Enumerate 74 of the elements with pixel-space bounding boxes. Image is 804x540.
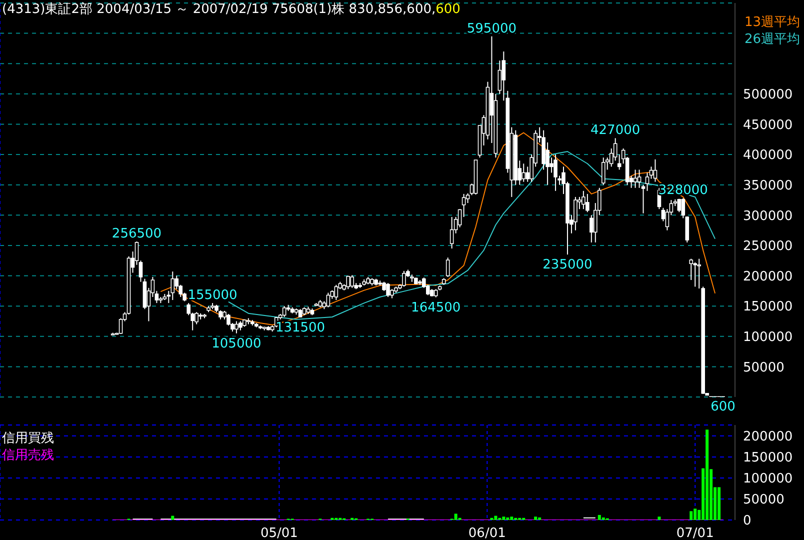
bar <box>538 517 542 520</box>
text: 信用買残 <box>2 430 54 447</box>
annotation: 427000 <box>590 123 640 138</box>
candlestick <box>586 193 590 213</box>
bar <box>690 511 693 520</box>
bar <box>494 516 498 520</box>
x-tick-label: 07/01 <box>676 526 714 540</box>
y-tick-label: 300000 <box>743 208 793 224</box>
bar <box>171 516 174 520</box>
bar <box>718 487 721 520</box>
y-tick-label: 200000 <box>743 269 793 284</box>
bar <box>506 517 510 520</box>
y-tick-label: 50000 <box>743 360 784 376</box>
y-tick-label: 100000 <box>743 330 793 345</box>
candlestick <box>450 216 454 249</box>
candlestick <box>234 320 238 334</box>
bar <box>658 516 661 520</box>
x-tick-label: 06/01 <box>468 526 506 540</box>
bar <box>454 514 458 520</box>
candlestick <box>617 154 622 170</box>
annotation: 256500 <box>112 226 162 242</box>
y-tick-label: 0 <box>743 514 752 529</box>
bar <box>534 516 538 520</box>
candlestick <box>522 163 526 182</box>
candlestick <box>462 193 466 218</box>
text: 26週平均 <box>744 31 800 48</box>
annotation: 105000 <box>212 336 262 352</box>
y-tick-label: 250000 <box>743 239 793 254</box>
candlestick <box>282 306 286 318</box>
candlestick <box>402 270 406 288</box>
y-tick-label: 150000 <box>743 300 793 315</box>
y-tick-label: 200000 <box>743 430 793 445</box>
candlestick <box>554 154 558 192</box>
candlestick <box>170 271 175 301</box>
annotation: 600 <box>710 400 736 415</box>
y-tick-label: 350000 <box>743 178 793 194</box>
annotation: 595000 <box>466 21 517 36</box>
bar <box>598 514 601 520</box>
chart-subtitle: 600 <box>436 2 460 17</box>
candlestick <box>693 262 698 288</box>
bar <box>602 517 605 520</box>
text: 信用売残 <box>2 447 54 464</box>
bar <box>694 508 697 520</box>
candlestick <box>346 275 350 290</box>
candlestick <box>574 196 578 231</box>
annotation: 164500 <box>411 300 461 316</box>
y-tick-label: 50000 <box>743 492 784 508</box>
text: 13週平均 <box>744 14 800 31</box>
candlestick <box>446 257 450 278</box>
y-tick-label: 500000 <box>743 88 793 103</box>
candlestick <box>386 282 390 298</box>
annotation: 235000 <box>542 258 592 273</box>
chart-title: (4313)東証2部 2004/03/15 ～ 2007/02/19 75608(1)株 830,856,600, <box>2 2 436 17</box>
y-tick-label: 150000 <box>743 450 793 466</box>
annotation: 155000 <box>188 288 238 304</box>
candlestick <box>326 292 330 308</box>
y-tick-label: 450000 <box>743 118 793 133</box>
y-tick-label: 400000 <box>743 148 793 164</box>
candlestick <box>637 169 642 188</box>
candlestick <box>350 274 354 288</box>
candlestick <box>601 157 606 186</box>
candlestick <box>118 318 123 334</box>
bar <box>510 516 514 520</box>
candlestick <box>502 50 506 102</box>
candlestick <box>334 284 338 301</box>
candlestick <box>677 198 682 213</box>
candlestick <box>238 320 242 331</box>
candlestick <box>582 190 586 210</box>
bar <box>706 430 709 520</box>
x-tick-label: 05/01 <box>260 526 298 540</box>
candlestick <box>653 158 658 182</box>
annotation: 131500 <box>275 320 326 336</box>
y-tick-label: 100000 <box>743 472 793 487</box>
bar <box>502 516 506 520</box>
